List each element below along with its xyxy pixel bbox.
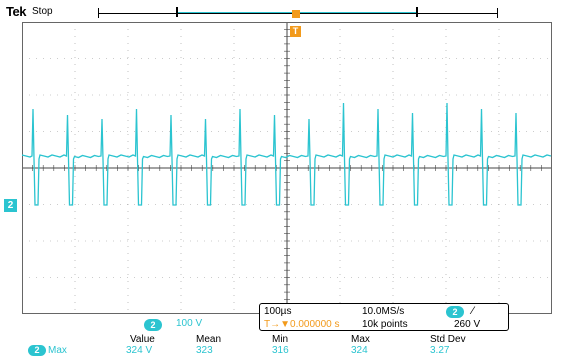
measurement-min: 316 xyxy=(272,345,289,356)
acquisition-state[interactable]: Stop xyxy=(32,6,53,17)
acquisition-panel: 100µs 10.0MS/s T→▼0.000000 s 10k points … xyxy=(259,303,509,331)
channel2-scale[interactable]: 100 V xyxy=(176,318,203,329)
graticule xyxy=(22,22,552,314)
measurement-max: 324 xyxy=(351,345,368,356)
trigger-position-icon xyxy=(292,10,300,18)
channel2-ground-marker[interactable]: 2 xyxy=(4,199,17,212)
trigger-source-badge[interactable]: 2 xyxy=(446,306,464,318)
measurement-table: Value Mean Min Max Std Dev 2 Max 324 V 3… xyxy=(0,333,566,356)
measurement-header-min: Min xyxy=(272,334,289,345)
measurement-header-mean: Mean xyxy=(196,334,222,345)
trigger-marker-icon[interactable]: T xyxy=(290,26,301,37)
measurement-channel-badge[interactable]: 2 xyxy=(28,345,46,356)
channel2-badge[interactable]: 2 xyxy=(144,319,162,331)
measurement-header-value: Value xyxy=(130,334,155,345)
trigger-slope-icon: ⁄ xyxy=(472,305,474,317)
record-length: 10k points xyxy=(362,319,408,330)
status-bar: Tek Stop xyxy=(0,0,566,22)
measurement-header-stddev: Std Dev xyxy=(430,334,466,345)
sample-rate: 10.0MS/s xyxy=(362,306,405,317)
measurement-value: 324 V xyxy=(126,345,153,356)
channel2-waveform xyxy=(22,102,552,206)
trigger-delay[interactable]: T→▼0.000000 s xyxy=(264,319,340,330)
measurement-mean: 323 xyxy=(196,345,213,356)
channel-readout: 2 100 V xyxy=(0,313,566,333)
measurement-name[interactable]: Max xyxy=(48,345,67,356)
trigger-level[interactable]: 260 V xyxy=(454,319,481,330)
timebase[interactable]: 100µs xyxy=(264,306,292,317)
gridlines xyxy=(22,22,552,314)
measurement-stddev: 3.27 xyxy=(430,345,450,356)
brand-logo: Tek xyxy=(6,4,26,19)
measurement-header-max: Max xyxy=(351,334,370,345)
